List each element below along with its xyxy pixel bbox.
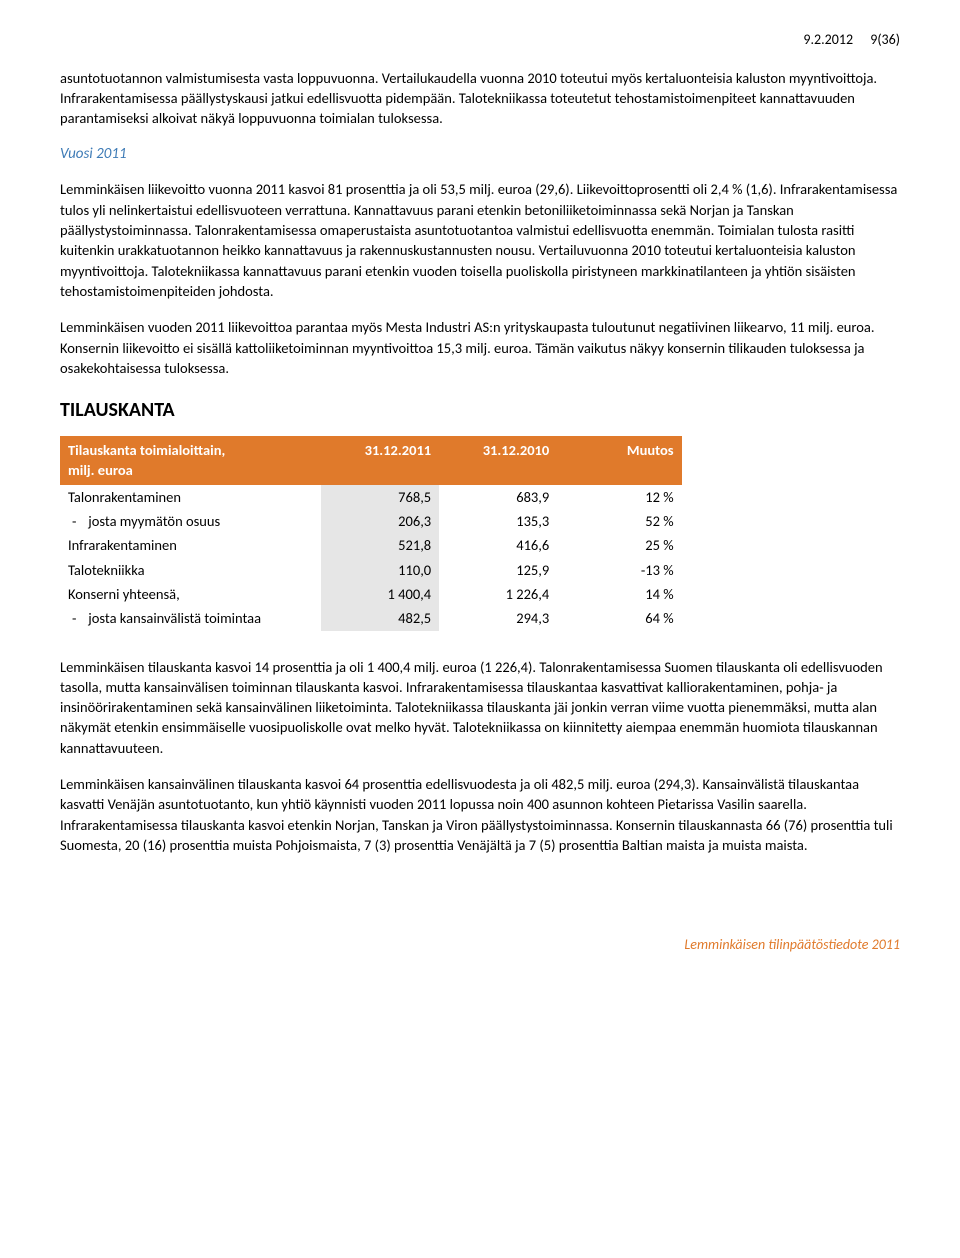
table-cell-2011: 521,8 xyxy=(321,533,439,557)
table-cell-change: 25 % xyxy=(557,533,681,557)
paragraph-vuosi-1: Lemminkäisen liikevoitto vuonna 2011 kas… xyxy=(60,179,900,301)
table-cell-2010: 1 226,4 xyxy=(439,582,557,606)
paragraph-tilauskanta-1: Lemminkäisen tilauskanta kasvoi 14 prose… xyxy=(60,657,900,758)
table-row: Infrarakentaminen521,8416,625 % xyxy=(60,533,682,557)
table-cell-change: 64 % xyxy=(557,606,681,630)
section-heading-vuosi: Vuosi 2011 xyxy=(60,144,900,165)
header-pagenum: 9(36) xyxy=(870,31,900,48)
table-header-label-line2: milj. euroa xyxy=(68,461,133,479)
table-cell-label: Konserni yhteensä, xyxy=(60,582,321,606)
table-header-label: Tilauskanta toimialoittain, milj. euroa xyxy=(60,436,321,485)
table-cell-2010: 135,3 xyxy=(439,509,557,533)
table-row: Konserni yhteensä,1 400,41 226,414 % xyxy=(60,582,682,606)
table-cell-2011: 110,0 xyxy=(321,558,439,582)
heading-tilauskanta: TILAUSKANTA xyxy=(60,396,900,424)
table-cell-2011: 482,5 xyxy=(321,606,439,630)
table-cell-label: Talotekniikka xyxy=(60,558,321,582)
page-header: 9.2.2012 9(36) xyxy=(60,30,900,50)
paragraph-intro: asuntotuotannon valmistumisesta vasta lo… xyxy=(60,68,900,129)
table-cell-2011: 206,3 xyxy=(321,509,439,533)
table-cell-2011: 768,5 xyxy=(321,485,439,509)
table-cell-2010: 416,6 xyxy=(439,533,557,557)
table-cell-change: 12 % xyxy=(557,485,681,509)
table-cell-2011: 1 400,4 xyxy=(321,582,439,606)
table-header-2010: 31.12.2010 xyxy=(439,436,557,485)
table-cell-change: 52 % xyxy=(557,509,681,533)
table-cell-2010: 683,9 xyxy=(439,485,557,509)
tilauskanta-table: Tilauskanta toimialoittain, milj. euroa … xyxy=(60,436,682,630)
table-cell-label: Infrarakentaminen xyxy=(60,533,321,557)
paragraph-tilauskanta-2: Lemminkäisen kansainvälinen tilauskanta … xyxy=(60,774,900,855)
table-cell-change: 14 % xyxy=(557,582,681,606)
table-row: josta kansainvälistä toimintaa482,5294,3… xyxy=(60,606,682,630)
table-cell-2010: 125,9 xyxy=(439,558,557,582)
table-cell-2010: 294,3 xyxy=(439,606,557,630)
table-header-muutos: Muutos xyxy=(557,436,681,485)
table-cell-label: josta myymätön osuus xyxy=(60,509,321,533)
table-cell-change: -13 % xyxy=(557,558,681,582)
paragraph-vuosi-2: Lemminkäisen vuoden 2011 liikevoittoa pa… xyxy=(60,317,900,378)
table-cell-label: Talonrakentaminen xyxy=(60,485,321,509)
table-row: Talotekniikka110,0125,9-13 % xyxy=(60,558,682,582)
table-row: Talonrakentaminen768,5683,912 % xyxy=(60,485,682,509)
table-cell-label: josta kansainvälistä toimintaa xyxy=(60,606,321,630)
table-body: Talonrakentaminen768,5683,912 %josta myy… xyxy=(60,485,682,631)
header-date: 9.2.2012 xyxy=(803,31,853,48)
table-header-label-line1: Tilauskanta toimialoittain, xyxy=(68,441,225,459)
table-row: josta myymätön osuus206,3135,352 % xyxy=(60,509,682,533)
page-footer: Lemminkäisen tilinpäätöstiedote 2011 xyxy=(60,935,900,955)
table-header-2011: 31.12.2011 xyxy=(321,436,439,485)
